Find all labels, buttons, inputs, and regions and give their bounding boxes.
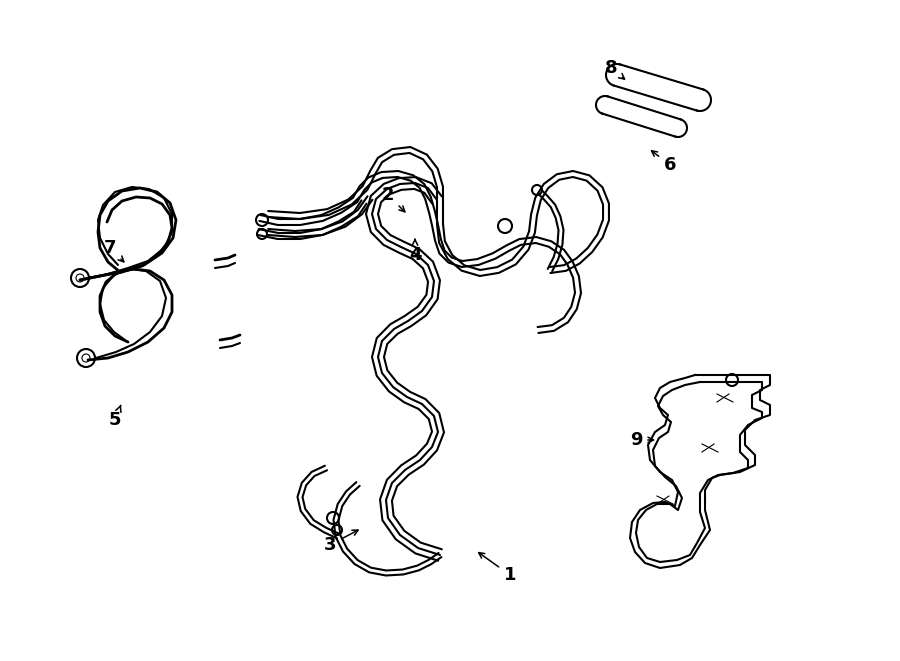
Text: 4: 4 xyxy=(409,239,421,264)
Text: 2: 2 xyxy=(382,186,405,212)
Text: 7: 7 xyxy=(104,239,124,262)
Text: 1: 1 xyxy=(479,553,517,584)
Text: 3: 3 xyxy=(324,530,358,554)
Text: 9: 9 xyxy=(630,431,653,449)
Text: 5: 5 xyxy=(109,405,122,429)
Text: 6: 6 xyxy=(652,151,676,174)
Text: 8: 8 xyxy=(605,59,625,79)
